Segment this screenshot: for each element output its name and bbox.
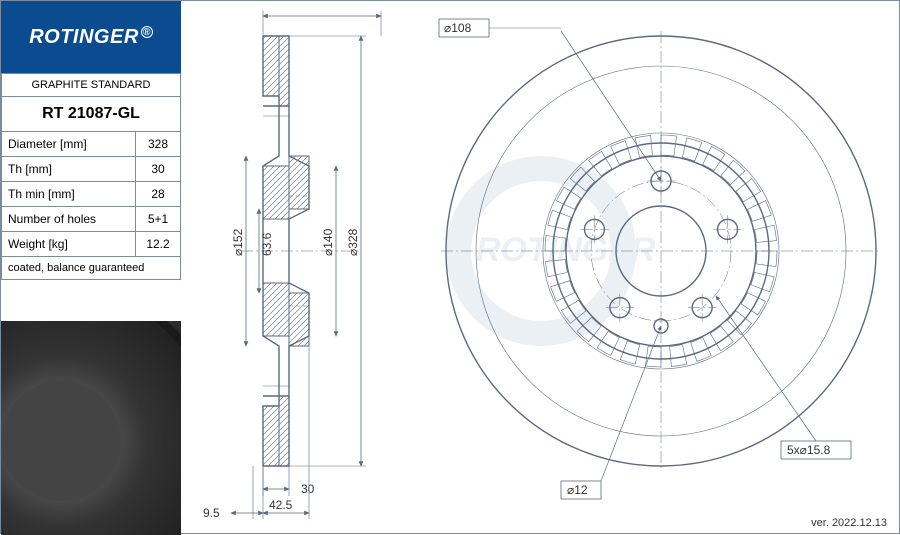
product-photo	[1, 321, 181, 535]
spec-note: coated, balance guaranteed	[2, 257, 181, 280]
dim-bolt-pattern: 5x⌀15.8	[787, 443, 831, 457]
brand-name: ROTINGER®	[29, 26, 153, 49]
spec-label: Weight [kg]	[2, 232, 136, 257]
spec-label: Th [mm]	[2, 157, 136, 182]
registered-icon: ®	[141, 26, 153, 38]
brand-logo-panel: ROTINGER®	[1, 1, 181, 73]
dim-center-bore: ⌀140	[321, 228, 335, 256]
dim-outer-dia: ⌀328	[346, 228, 360, 256]
spec-label: Diameter [mm]	[2, 132, 136, 157]
disc-photo-render	[1, 321, 181, 535]
dim-hub-outer: ⌀152	[231, 228, 245, 256]
spec-value: 5+1	[136, 207, 181, 232]
dim-small-hole: ⌀12	[567, 483, 588, 497]
dim-bolt-circle: ⌀108	[444, 21, 472, 35]
spec-value: 328	[136, 132, 181, 157]
part-number: RT 21087-GL	[2, 97, 181, 132]
dim-thickness: 30	[301, 482, 315, 496]
spec-value: 28	[136, 182, 181, 207]
spec-table: GRAPHITE STANDARD RT 21087-GL Diameter […	[1, 73, 181, 280]
version-label: ver. 2022.12.13	[811, 517, 887, 529]
spec-value: 12.2	[136, 232, 181, 257]
front-view	[441, 31, 881, 471]
dim-hub-depth: 42.5	[269, 498, 293, 512]
dim-offset: 9.5	[203, 506, 220, 520]
spec-value: 30	[136, 157, 181, 182]
spec-label: Number of holes	[2, 207, 136, 232]
spec-label: Th min [mm]	[2, 182, 136, 207]
section-dimensions: ⌀328 ⌀140 ⌀152 63.6 30 42.5 9.5	[203, 11, 381, 520]
technical-drawing: ROTINGER ⌀328 ⌀140	[181, 1, 900, 535]
series-title: GRAPHITE STANDARD	[2, 74, 181, 97]
dim-hub-step: 63.6	[260, 232, 274, 256]
